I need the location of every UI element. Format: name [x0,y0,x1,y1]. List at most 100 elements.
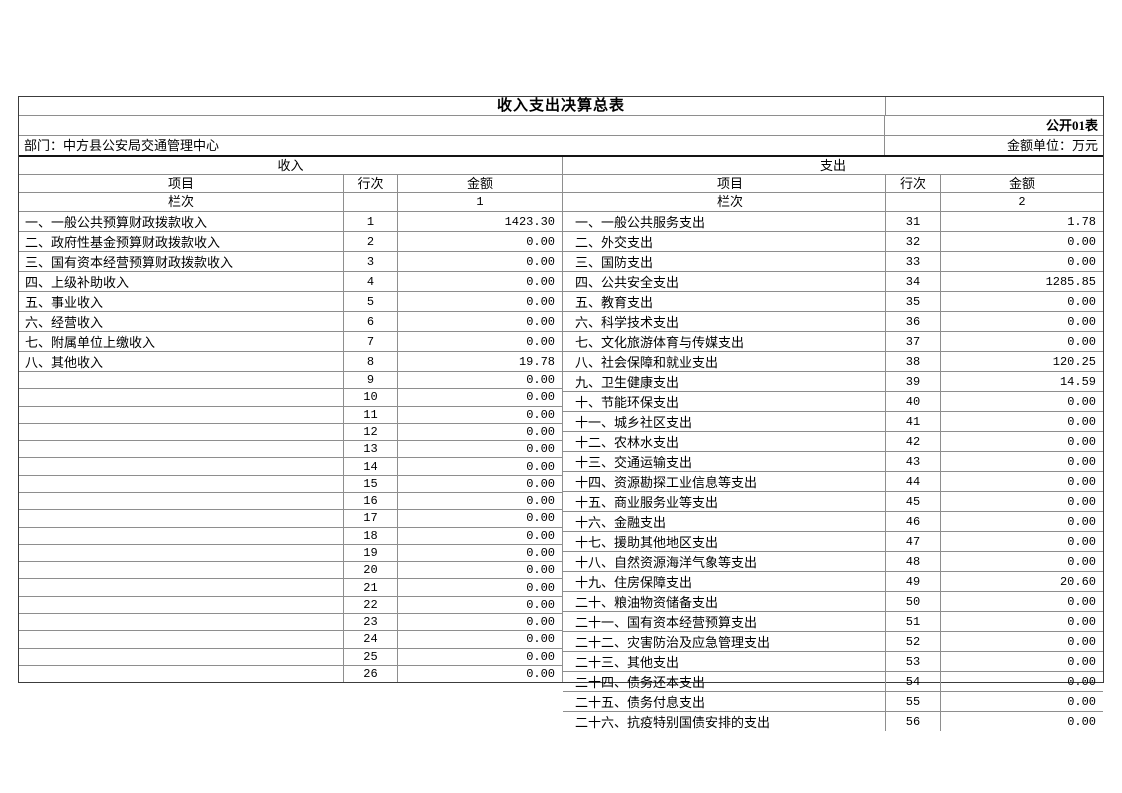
cell-item [19,665,344,683]
table-row: 九、卫生健康支出 39 14.59 [563,372,1103,392]
cell-amount: 0.00 [1067,314,1096,329]
cell-amount: 0.00 [526,407,555,422]
cell-item [19,544,344,562]
cell-amount: 0.00 [1067,714,1096,729]
cell-amount: 0.00 [526,294,555,309]
cell-item: 二十一、国有资本经营预算支出 [563,612,886,631]
cell-amount: 0.00 [526,390,555,405]
cell-line: 26 [344,665,398,683]
table-row: 23 0.00 [19,613,562,632]
expenditure-section: 支出 项目 行次 金额 栏次 2 一、一般公共服务支出 31 1.78 二、外交支出 3… [563,157,1103,731]
cell-line: 45 [886,492,941,511]
cell-item: 二、外交支出 [563,232,886,251]
cell-item: 七、附属单位上缴收入 [19,332,344,351]
cell-line: 14 [344,458,398,475]
page-title: 收入支出决算总表 [496,98,625,114]
table-row: 9 0.00 [19,372,562,390]
cell-item [19,389,344,406]
cell-line: 48 [886,552,941,571]
department-label: 部门：中方县公安局交通管理中心 [19,136,885,155]
cell-line: 24 [344,631,398,648]
table-row: 26 0.00 [19,665,562,683]
cell-amount: 0.00 [1067,474,1096,489]
cell-item: 四、公共安全支出 [563,272,886,291]
table-row: 二、外交支出 32 0.00 [563,232,1103,252]
table-row: 二十六、抗疫特别国债安排的支出 56 0.00 [563,712,1103,731]
table-row: 15 0.00 [19,475,562,493]
cell-line: 17 [344,510,398,527]
cell-line: 8 [344,352,398,371]
table-row: 五、教育支出 35 0.00 [563,292,1103,312]
cell-item [19,596,344,613]
cell-line: 21 [344,579,398,596]
cell-line: 23 [344,613,398,631]
table-row: 25 0.00 [19,648,562,666]
cell-line: 6 [344,312,398,331]
table-row: 二十一、国有资本经营预算支出 51 0.00 [563,612,1103,632]
cell-line: 10 [344,389,398,406]
cell-amount: 0.00 [526,334,555,349]
cell-line: 18 [344,527,398,544]
cell-item [19,458,344,475]
amount-unit-label: 金额单位：万元 [1006,138,1098,153]
cell-item: 二十六、抗疫特别国债安排的支出 [563,712,886,731]
table-row: 21 0.00 [19,579,562,597]
table-row: 三、国有资本经营预算财政拨款收入 3 0.00 [19,252,562,272]
cell-item: 七、文化旅游体育与传媒支出 [563,332,886,351]
cell-amount: 0.00 [526,494,555,509]
table-row: 二十二、灾害防治及应急管理支出 52 0.00 [563,632,1103,652]
cell-amount: 0.00 [526,649,555,664]
cell-amount: 1.78 [1067,214,1096,229]
cell-amount: 0.00 [1067,674,1096,689]
cell-item: 八、社会保障和就业支出 [563,352,886,371]
table-row: 11 0.00 [19,406,562,424]
cell-amount: 0.00 [526,563,555,578]
cell-line: 15 [344,475,398,492]
cell-item: 二十五、债务付息支出 [563,692,886,711]
cell-item: 五、事业收入 [19,292,344,311]
cell-item: 十二、农林水支出 [563,432,886,451]
cell-amount: 0.00 [526,442,555,457]
cell-item: 十七、援助其他地区支出 [563,532,886,551]
cell-item: 三、国有资本经营预算财政拨款收入 [19,252,344,271]
cell-amount: 0.00 [526,545,555,560]
table-header-block: 收入支出决算总表 公开01表 部门：中方县公安局交通管理中心 金额单位：万元 [19,97,1103,157]
table-row: 八、其他收入 8 19.78 [19,352,562,372]
cell-amount: 0.00 [526,632,555,647]
cell-item [19,492,344,510]
cell-item: 一、一般公共服务支出 [563,212,886,231]
cell-item: 十一、城乡社区支出 [563,412,886,431]
cell-amount: 0.00 [526,424,555,439]
cell-item: 十八、自然资源海洋气象等支出 [563,552,886,571]
cell-line: 16 [344,492,398,510]
cell-amount: 0.00 [1067,494,1096,509]
revenue-col-header-amount: 金额 [466,176,493,191]
expenditure-col-header-amount: 金额 [1008,176,1035,191]
cell-line: 56 [886,712,941,731]
table-row: 十三、交通运输支出 43 0.00 [563,452,1103,472]
revenue-rows: 一、一般公共预算财政拨款收入 1 1423.30 二、政府性基金预算财政拨款收入 2 0.… [19,212,562,683]
cell-item: 十五、商业服务业等支出 [563,492,886,511]
table-row: 二十三、其他支出 53 0.00 [563,652,1103,672]
cell-item: 八、其他收入 [19,352,344,371]
expenditure-column-number: 2 [1018,195,1026,209]
table-row: 八、社会保障和就业支出 38 120.25 [563,352,1103,372]
expenditure-col-header-line: 行次 [886,175,941,192]
cell-line: 53 [886,652,941,671]
cell-line: 39 [886,372,941,391]
cell-item [19,441,344,458]
table-row: 二十、粮油物资储备支出 50 0.00 [563,592,1103,612]
revenue-column-number: 1 [476,195,484,209]
cell-item: 六、经营收入 [19,312,344,331]
cell-amount: 0.00 [1067,654,1096,669]
table-row: 三、国防支出 33 0.00 [563,252,1103,272]
cell-amount: 120.25 [1052,354,1096,369]
revenue-lanci-label: 栏次 [19,193,344,211]
cell-amount: 20.60 [1059,574,1096,589]
cell-item: 十九、住房保障支出 [563,572,886,591]
table-row: 10 0.00 [19,389,562,407]
expenditure-column-header-row: 项目 行次 金额 [563,175,1103,193]
cell-line: 41 [886,412,941,431]
expenditure-lanci-label: 栏次 [563,193,886,211]
cell-amount: 0.00 [526,580,555,595]
